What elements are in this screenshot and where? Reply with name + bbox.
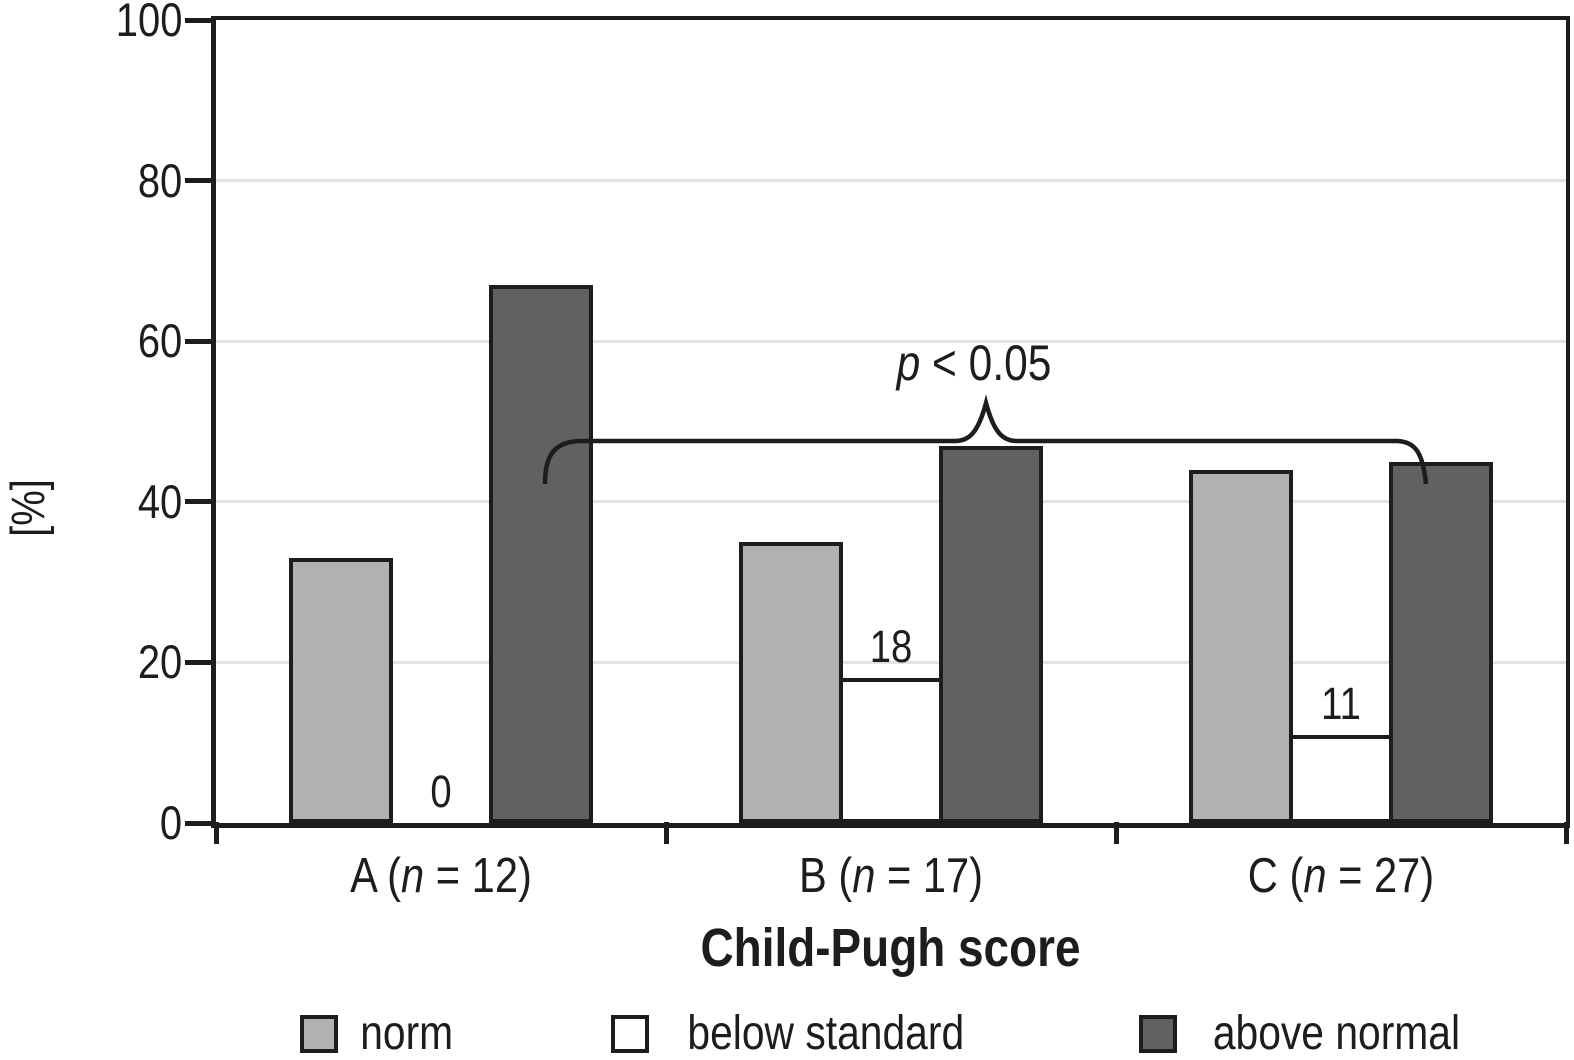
legend-swatch-above-normal xyxy=(1138,1015,1177,1053)
p-value-text: < 0.05 xyxy=(920,335,1052,391)
bar-above-normal-1 xyxy=(939,446,1043,823)
n-symbol: n xyxy=(1303,849,1327,903)
bar-value-label: 0 xyxy=(428,766,453,818)
legend-label-norm: norm xyxy=(359,1007,453,1060)
label-text: = 12) xyxy=(424,849,532,903)
bar-above-normal-0 xyxy=(489,285,593,823)
y-tick-label-text: 60 xyxy=(137,314,182,368)
bar-value-text: 18 xyxy=(869,621,913,672)
y-axis-tick xyxy=(185,659,211,665)
plot-area xyxy=(211,16,1570,828)
legend-item-above-normal: above normal xyxy=(1138,1007,1482,1060)
legend-swatch-below-standard xyxy=(610,1015,649,1053)
n-symbol: n xyxy=(401,849,425,903)
gridline xyxy=(216,660,1566,664)
bar-value-label: 18 xyxy=(866,621,916,673)
label-text: A ( xyxy=(350,849,402,903)
bar-norm-1 xyxy=(739,542,843,823)
gridline xyxy=(216,500,1566,504)
legend-swatch-norm xyxy=(299,1015,338,1053)
x-axis-tick xyxy=(663,822,669,844)
x-axis-title-text: Child-Pugh score xyxy=(700,918,1081,978)
x-category-label-b: B (n = 17) xyxy=(783,846,1000,906)
y-axis-tick xyxy=(185,17,211,23)
gridline xyxy=(216,179,1566,183)
y-tick-label: 20 xyxy=(40,633,182,691)
legend-item-below-standard: below standard xyxy=(610,1007,989,1060)
bar-below-standard-1 xyxy=(839,678,943,823)
y-tick-label: 60 xyxy=(40,312,182,370)
gridline xyxy=(216,339,1566,343)
legend-label-below-standard: below standard xyxy=(687,1007,965,1060)
bar-value-text: 11 xyxy=(1321,678,1361,729)
label-text: C ( xyxy=(1247,849,1304,903)
y-axis-tick xyxy=(185,499,211,505)
p-symbol: p xyxy=(896,335,921,391)
label-text: = 27) xyxy=(1326,849,1435,903)
y-tick-label-text: 0 xyxy=(159,796,182,849)
y-tick-label-text: 100 xyxy=(115,0,182,46)
bar-norm-2 xyxy=(1189,470,1293,823)
y-tick-label-text: 80 xyxy=(137,153,182,207)
n-symbol: n xyxy=(852,849,876,903)
y-tick-label: 0 xyxy=(40,794,182,852)
x-category-label-c: C (n = 27) xyxy=(1231,846,1450,906)
y-tick-label: 100 xyxy=(40,0,182,49)
label-text: B ( xyxy=(798,849,853,903)
y-tick-label-text: 40 xyxy=(137,474,182,528)
legend-item-norm: norm xyxy=(299,1007,461,1060)
x-axis-tick xyxy=(213,822,219,844)
label-text: = 17) xyxy=(875,849,984,903)
y-tick-label: 40 xyxy=(40,473,182,531)
y-tick-label-text: 20 xyxy=(137,635,182,689)
legend: norm below standard above normal xyxy=(211,1008,1570,1060)
x-category-label-a: A (n = 12) xyxy=(334,846,548,906)
x-axis-tick xyxy=(1113,822,1119,844)
legend-label-above-normal: above normal xyxy=(1212,1007,1460,1060)
bar-below-standard-2 xyxy=(1289,735,1393,823)
bar-norm-0 xyxy=(289,558,393,823)
x-axis-tick xyxy=(1563,822,1569,844)
p-value-label: p < 0.05 xyxy=(883,334,1065,392)
y-axis-tick xyxy=(185,820,211,826)
bar-value-text: 0 xyxy=(430,766,452,817)
y-axis-tick xyxy=(185,178,211,184)
x-axis-title: Child-Pugh score xyxy=(211,917,1570,979)
bar-value-label: 11 xyxy=(1318,678,1365,730)
y-axis-tick xyxy=(185,338,211,344)
y-tick-label: 80 xyxy=(40,152,182,210)
bar-above-normal-2 xyxy=(1389,462,1493,823)
